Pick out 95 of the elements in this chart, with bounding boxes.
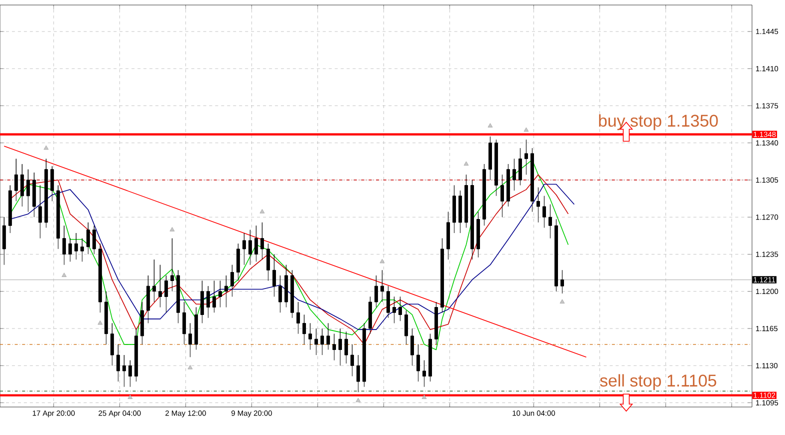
candlestick [530,148,534,212]
candlestick [32,172,36,218]
candlestick [8,185,12,234]
candlestick [212,280,216,313]
candlestick [38,185,42,239]
candlestick [188,322,192,358]
candlestick [512,158,516,191]
candlestick [242,232,246,266]
candlestick [218,280,222,308]
candlestick [206,286,210,318]
candlestick [92,225,96,255]
candlestick [524,139,528,175]
candlestick [506,164,510,207]
candlestick [536,187,540,223]
candlestick [446,212,450,260]
candlestick [332,334,336,361]
candlestick [296,302,300,334]
candlestick [314,328,318,356]
candlestick [560,270,564,294]
candlestick [428,334,432,382]
candlestick [458,190,462,234]
candlestick [248,230,252,266]
candlestick [134,328,138,382]
candlestick [500,174,504,218]
candlestick [254,225,258,262]
candlestick [482,164,486,226]
candlestick [386,286,390,318]
candlestick [290,270,294,318]
candlestick [224,275,228,308]
candlestick [272,254,276,297]
candlestick [368,296,372,334]
candlestick [392,296,396,324]
candlestick [266,243,270,282]
candlestick [56,185,60,250]
candlestick [404,310,408,345]
candlestick [170,238,174,292]
candlestick [344,331,348,364]
candlestick [308,322,312,350]
candlestick [164,275,168,313]
candlestick [104,291,108,345]
candlestick [362,322,366,388]
candlestick [152,259,156,302]
candlestick [50,166,54,202]
candlestick [14,158,18,202]
candlestick [518,148,522,186]
candlestick [110,322,114,366]
annotation: buy stop 1.1350 [599,114,718,130]
candlestick [44,158,48,228]
annotation: sell stop 1.1105 [600,374,716,390]
candlestick [146,275,150,324]
candlestick [302,314,306,345]
candlestick [338,328,342,366]
candlestick [548,204,552,239]
candlestick [194,307,198,350]
candlestick [542,196,546,228]
candlestick [440,238,444,313]
candlestick [374,275,378,308]
candlestick [422,360,426,388]
candlestick [230,264,234,297]
candlestick [86,222,90,255]
candlestick [62,225,66,266]
candlestick [470,180,474,260]
candlestick [356,354,360,392]
candlestick [98,243,102,313]
candlestick [68,238,72,262]
candlestick [284,264,288,308]
candlestick [398,296,402,322]
candlestick [380,270,384,302]
candlestick [80,238,84,262]
candlestick [236,243,240,282]
candlestick [74,232,78,260]
candlestick [140,302,144,345]
candlestick [554,219,558,292]
candlestick [464,174,468,228]
candlestick [122,354,126,388]
candlestick [26,169,30,212]
candlestick [488,136,492,180]
candlestick [176,270,180,324]
candlestick [260,222,264,260]
candlestick [320,328,324,356]
candlestick [476,212,480,258]
candlestick [116,344,120,382]
candlestick [200,280,204,324]
candlestick [350,344,354,376]
candlestick [416,344,420,382]
candlestick [452,185,456,234]
candlestick [494,139,498,196]
candlestick [128,360,132,388]
candlestick [158,264,162,308]
candlestick [410,328,414,366]
candlestick [434,302,438,345]
candlestick [20,164,24,207]
candlestick [182,302,186,345]
candlestick [278,275,282,313]
candlestick [326,322,330,350]
